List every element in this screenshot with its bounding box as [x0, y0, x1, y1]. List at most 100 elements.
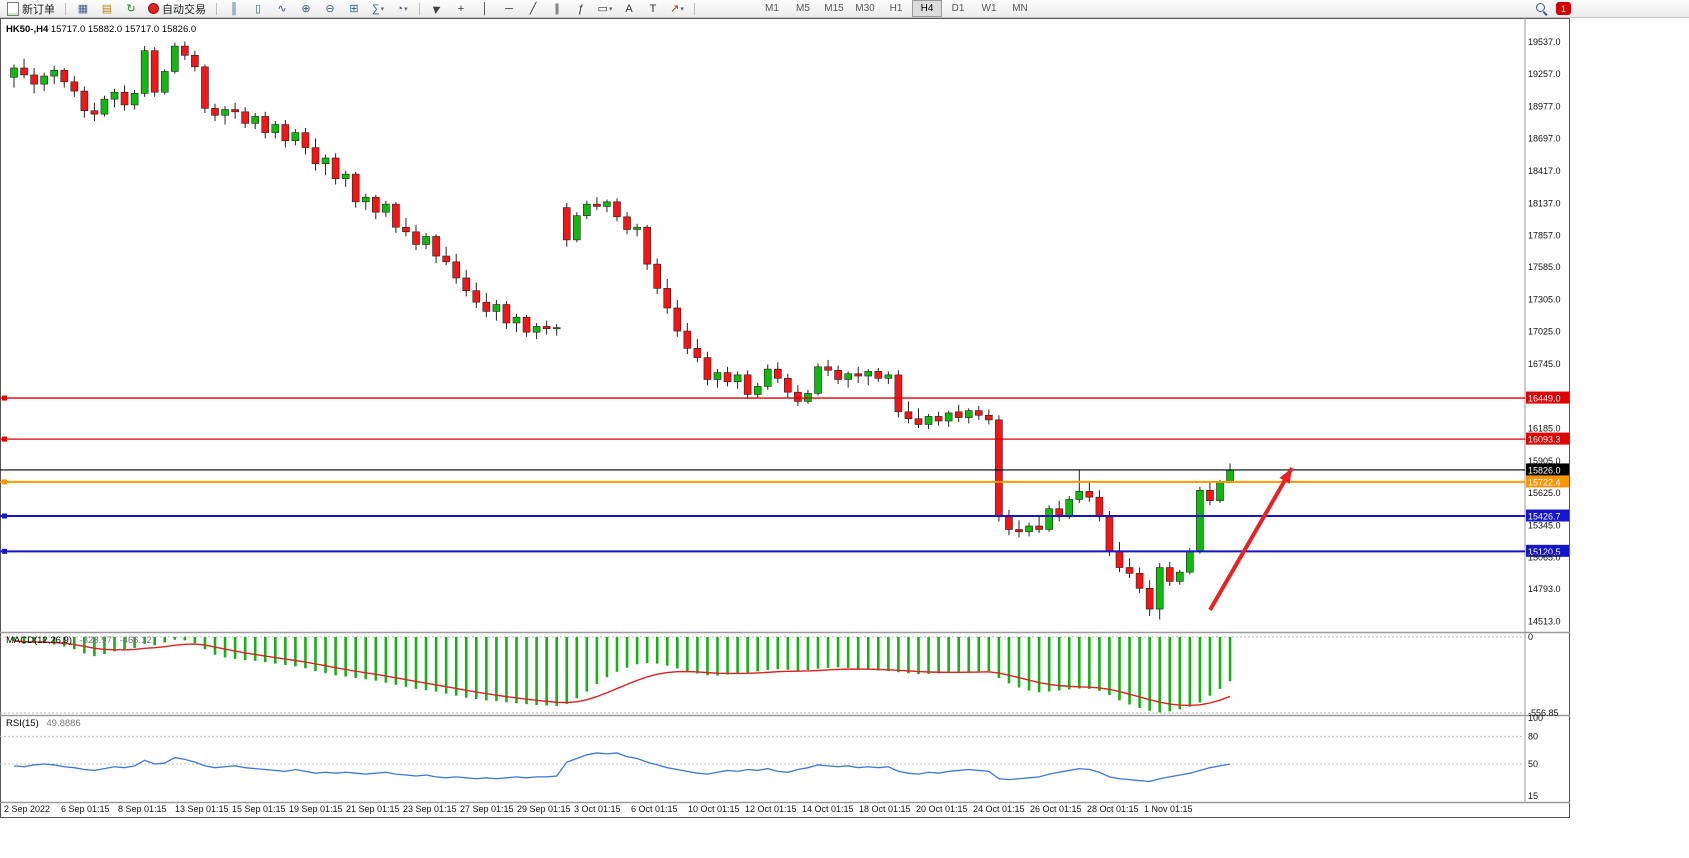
svg-text:29 Sep 01:15: 29 Sep 01:15 — [517, 804, 571, 814]
line-chart-icon[interactable] — [271, 1, 293, 16]
svg-text:20 Oct 01:15: 20 Oct 01:15 — [916, 804, 968, 814]
svg-text:1 Nov 01:15: 1 Nov 01:15 — [1144, 804, 1193, 814]
timeframe-MN[interactable]: MN — [1012, 3, 1028, 14]
svg-text:100: 100 — [1528, 713, 1543, 723]
chart-window-icon[interactable] — [72, 1, 94, 16]
crosshair-icon[interactable] — [450, 1, 472, 16]
svg-text:8 Sep 01:15: 8 Sep 01:15 — [118, 804, 167, 814]
toolbar-separator — [216, 2, 217, 15]
price-tag — [1526, 509, 1569, 522]
price-tag — [1526, 432, 1569, 445]
svg-text:23 Sep 01:15: 23 Sep 01:15 — [403, 804, 457, 814]
level-line-anchor[interactable] — [2, 436, 7, 442]
caret-down-icon: ▾ — [404, 5, 408, 13]
svg-text:14793.0: 14793.0 — [1528, 584, 1561, 594]
timeframe-group: M1 M5 M15 M30 H1 H4 D1 W1 MN — [757, 0, 1035, 17]
level-line-anchor[interactable] — [2, 479, 7, 485]
svg-text:18697.0: 18697.0 — [1528, 134, 1561, 144]
svg-text:16449.0: 16449.0 — [1528, 394, 1561, 404]
vertical-line-icon[interactable] — [474, 1, 496, 16]
svg-text:13 Sep 01:15: 13 Sep 01:15 — [175, 804, 229, 814]
candles-layer — [10, 41, 1234, 620]
trend-arrow[interactable] — [1208, 466, 1294, 612]
zoom-in-icon[interactable] — [295, 1, 317, 16]
auto-trading-status-icon — [148, 3, 159, 14]
fibonacci-icon[interactable] — [570, 1, 592, 16]
periods-icon[interactable]: ▾ — [391, 1, 413, 16]
bar-chart-icon[interactable] — [223, 1, 245, 16]
caret-down-icon: ▾ — [380, 5, 385, 13]
svg-text:26 Oct 01:15: 26 Oct 01:15 — [1030, 804, 1082, 814]
caret-down-icon: ▾ — [608, 5, 613, 13]
toolbar-separator — [694, 2, 695, 15]
svg-text:28 Oct 01:15: 28 Oct 01:15 — [1087, 804, 1139, 814]
horizontal-line-icon[interactable] — [498, 1, 520, 16]
zoom-out-icon[interactable] — [319, 1, 341, 16]
svg-text:15345.0: 15345.0 — [1528, 520, 1561, 530]
price-tag — [1526, 475, 1569, 488]
candlestick-chart-icon[interactable] — [247, 1, 269, 16]
tile-windows-icon[interactable] — [343, 1, 365, 16]
search-icon[interactable] — [1535, 2, 1548, 15]
timeframe-W1[interactable]: W1 — [981, 3, 997, 14]
trendline-icon[interactable] — [522, 1, 544, 16]
cursor-icon[interactable] — [426, 1, 448, 16]
chart-frame — [0, 18, 1570, 818]
svg-text:15: 15 — [1528, 791, 1538, 801]
toolbar-separator — [419, 2, 420, 15]
trend-arrow-head[interactable] — [1279, 468, 1292, 484]
timeframe-H1[interactable]: H1 — [889, 3, 903, 14]
text-icon[interactable] — [618, 1, 640, 16]
svg-text:80: 80 — [1528, 731, 1538, 741]
refresh-icon[interactable] — [120, 1, 142, 16]
timeframe-M1[interactable]: M1 — [765, 3, 779, 14]
toolbar: 新订单 自动交易 ▾ ▾ ▾ ▾ M1 M5 M15 M30 H1 H4 D1 W1 MN 1 — [0, 0, 1689, 18]
macd-signal-line — [13, 640, 1231, 707]
price-tag — [1526, 463, 1569, 476]
svg-text:6 Oct 01:15: 6 Oct 01:15 — [631, 804, 678, 814]
caret-down-icon: ▾ — [680, 5, 684, 13]
profiles-icon[interactable] — [96, 1, 118, 16]
indicators-icon[interactable]: ▾ — [367, 1, 389, 16]
new-order-button[interactable]: 新订单 — [3, 1, 59, 17]
new-order-label: 新订单 — [22, 3, 55, 16]
svg-text:19 Sep 01:15: 19 Sep 01:15 — [289, 804, 343, 814]
shapes-icon[interactable]: ▾ — [594, 1, 616, 16]
svg-text:21 Sep 01:15: 21 Sep 01:15 — [346, 804, 400, 814]
svg-text:17585.0: 17585.0 — [1528, 262, 1561, 272]
svg-text:16093.3: 16093.3 — [1528, 435, 1561, 445]
svg-text:-556.85: -556.85 — [1528, 708, 1559, 718]
svg-text:15065.0: 15065.0 — [1528, 553, 1561, 563]
equidistant-channel-icon[interactable] — [546, 1, 568, 16]
notification-badge[interactable]: 1 — [1556, 2, 1571, 15]
svg-text:15120.5: 15120.5 — [1528, 547, 1561, 557]
auto-trading-button[interactable]: 自动交易 — [144, 1, 210, 17]
svg-text:10 Oct 01:15: 10 Oct 01:15 — [688, 804, 740, 814]
timeframe-M30[interactable]: M30 — [855, 3, 875, 14]
svg-text:15905.0: 15905.0 — [1528, 456, 1561, 466]
new-order-icon — [7, 1, 19, 16]
chart-canvas[interactable]: 16449.0 16093.3 15722.4 15426.7 15120.5 15826… — [0, 18, 1570, 818]
svg-text:50: 50 — [1528, 759, 1538, 769]
svg-text:14 Oct 01:15: 14 Oct 01:15 — [802, 804, 854, 814]
auto-trading-label: 自动交易 — [162, 3, 206, 16]
timeframe-M15[interactable]: M15 — [824, 3, 844, 14]
svg-text:0: 0 — [1528, 632, 1533, 642]
svg-text:15 Sep 01:15: 15 Sep 01:15 — [232, 804, 286, 814]
svg-text:18417.0: 18417.0 — [1528, 166, 1561, 176]
arrows-icon[interactable]: ▾ — [666, 1, 688, 16]
chart-window: 16449.0 16093.3 15722.4 15426.7 15120.5 15826… — [0, 18, 1570, 818]
svg-text:16745.0: 16745.0 — [1528, 359, 1561, 369]
price-tag — [1526, 544, 1569, 557]
svg-text:19537.0: 19537.0 — [1528, 37, 1561, 47]
timeframe-H4[interactable]: H4 — [912, 0, 942, 17]
svg-text:17305.0: 17305.0 — [1528, 294, 1561, 304]
svg-text:19257.0: 19257.0 — [1528, 69, 1561, 79]
level-line-anchor[interactable] — [2, 513, 7, 519]
svg-text:6 Sep 01:15: 6 Sep 01:15 — [61, 804, 110, 814]
timeframe-M5[interactable]: M5 — [796, 3, 810, 14]
level-line-anchor[interactable] — [2, 395, 7, 401]
level-line-anchor[interactable] — [2, 548, 7, 554]
text-label-icon[interactable] — [642, 1, 664, 16]
timeframe-D1[interactable]: D1 — [951, 3, 965, 14]
